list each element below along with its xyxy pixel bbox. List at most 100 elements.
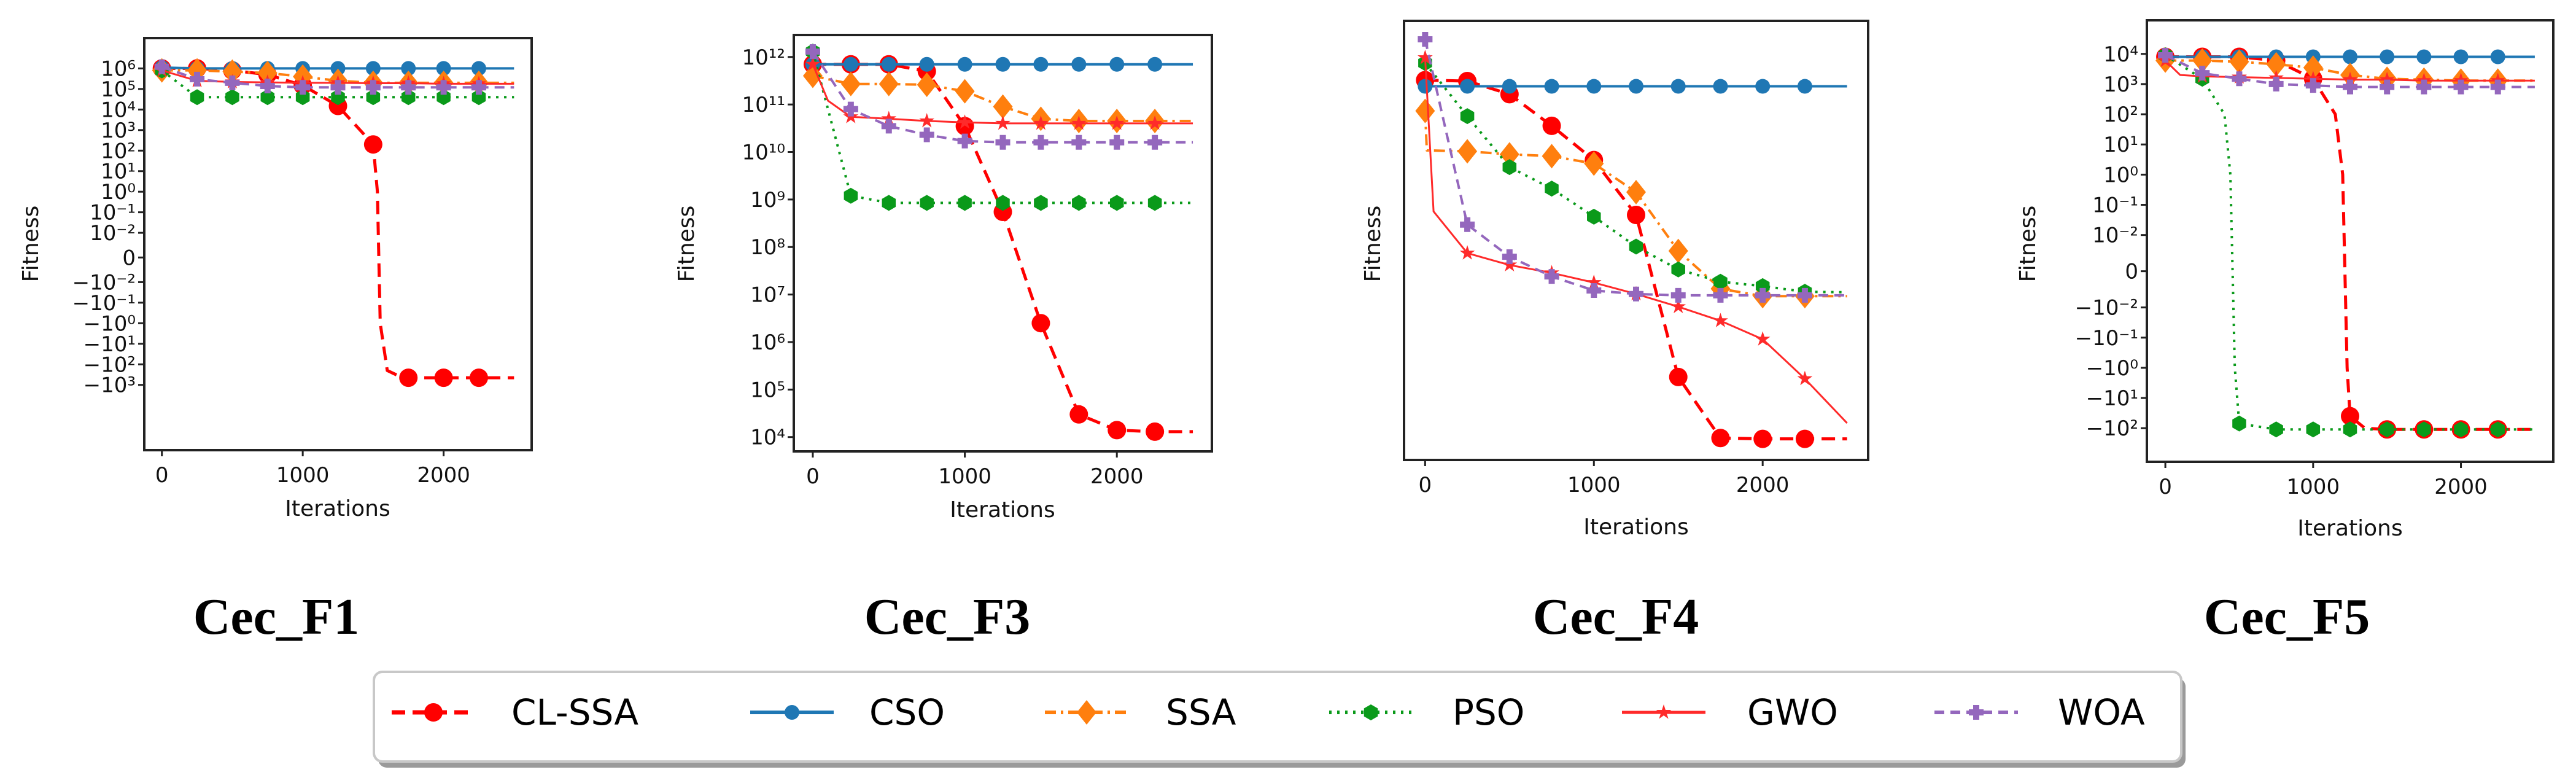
data-point-marker <box>1109 134 1125 150</box>
data-point-marker <box>1459 245 1475 260</box>
data-point-marker <box>840 71 861 96</box>
data-point-marker <box>1797 370 1813 386</box>
data-point-marker <box>469 368 488 388</box>
legend-label-ssa: SSA <box>1166 691 1236 733</box>
plot-frame <box>793 34 1213 453</box>
data-point-marker <box>295 80 311 95</box>
legend-marker-icon <box>1656 704 1672 719</box>
y-tick-label: −10¹ <box>2086 386 2138 411</box>
data-point-marker <box>187 58 208 83</box>
series-layer <box>152 58 514 388</box>
data-point-marker <box>1415 98 1435 123</box>
data-point-marker <box>1670 298 1686 313</box>
series-gwo <box>1418 50 1848 424</box>
y-tick-label: −10² <box>2086 416 2138 441</box>
data-point-marker <box>1147 56 1163 72</box>
series-pso <box>805 43 1193 211</box>
data-point-marker <box>2341 407 2359 426</box>
data-point-marker <box>2416 49 2432 64</box>
x-axis-label: Iterations <box>1583 515 1688 540</box>
data-point-marker <box>1147 134 1163 150</box>
x-tick-label: 1000 <box>276 463 330 488</box>
data-point-marker <box>225 75 240 90</box>
data-point-marker <box>1071 115 1087 130</box>
data-point-marker <box>2343 421 2357 438</box>
data-point-marker <box>1711 429 1730 448</box>
y-tick-label: −10⁻² <box>2075 296 2138 321</box>
data-point-marker <box>1460 108 1475 125</box>
data-point-marker <box>1502 249 1517 264</box>
data-point-marker <box>471 61 486 76</box>
data-point-marker <box>2454 421 2468 438</box>
x-tick-label: 1000 <box>2287 475 2340 499</box>
data-point-marker <box>330 61 346 76</box>
y-tick-label: 0 <box>2125 260 2138 284</box>
legend-label-cl-ssa: CL-SSA <box>511 691 638 733</box>
data-point-marker <box>1753 429 1772 448</box>
data-point-marker <box>2380 79 2395 95</box>
series-cso <box>1418 79 1847 94</box>
data-point-marker <box>2229 49 2249 74</box>
chart-title: Cec_F3 <box>864 588 1031 645</box>
x-tick-label: 0 <box>806 464 820 489</box>
legend: CL-SSA CSO SSA PSO GWO WOA <box>373 671 2186 768</box>
data-point-marker <box>2490 79 2505 95</box>
legend-handle-gwo <box>1622 704 1705 719</box>
data-point-marker <box>1586 79 1602 94</box>
data-point-marker <box>1629 79 1643 94</box>
y-tick-label: −10⁻¹ <box>2075 326 2138 351</box>
y-axis-label: Fitness <box>18 206 44 282</box>
data-point-marker <box>222 59 242 84</box>
x-tick-label: 2000 <box>1090 464 1144 489</box>
data-point-marker <box>802 63 823 88</box>
y-tick-label: 10¹¹ <box>742 93 785 117</box>
data-point-marker <box>399 368 418 388</box>
data-point-marker <box>471 89 486 106</box>
legend-box <box>373 671 2182 763</box>
data-point-marker <box>2266 52 2286 77</box>
data-point-marker <box>1544 269 1559 284</box>
y-tick-label: −10⁰ <box>83 311 136 336</box>
data-point-marker <box>1146 422 1165 441</box>
data-point-marker <box>1031 314 1050 333</box>
chart-cec-f4: Fitness Iterations Cec_F4 0 1000 2000 <box>1360 20 1869 645</box>
data-point-marker <box>1108 421 1127 440</box>
series-line <box>1424 62 1847 294</box>
y-tick-label: 10² <box>101 139 136 163</box>
y-tick-label: −10¹ <box>83 332 136 357</box>
data-point-marker <box>955 79 975 104</box>
data-point-marker <box>844 187 858 204</box>
x-tick-label: 2000 <box>2434 475 2488 499</box>
y-axis-label: Fitness <box>2015 206 2041 282</box>
data-point-marker <box>2379 71 2395 87</box>
series-woa <box>1418 32 1847 303</box>
data-point-marker <box>1668 238 1688 263</box>
legend-label-woa: WOA <box>2058 691 2145 733</box>
y-tick-label: −10⁻¹ <box>72 291 136 316</box>
x-tick-label: 1000 <box>938 464 991 489</box>
data-point-marker <box>1626 179 1646 205</box>
data-point-marker <box>1069 405 1088 424</box>
legend-marker-icon <box>1364 704 1378 720</box>
data-point-marker <box>2303 55 2323 80</box>
y-tick-label: 10⁴ <box>101 98 136 122</box>
data-point-marker <box>2380 421 2394 438</box>
data-point-marker <box>882 195 896 211</box>
data-point-marker <box>1033 134 1049 150</box>
x-tick-label: 0 <box>155 463 169 488</box>
series-line <box>161 66 514 380</box>
data-point-marker <box>295 89 310 106</box>
y-tick-label: 10⁻² <box>2092 224 2138 248</box>
data-point-marker <box>881 56 896 72</box>
y-tick-label: 10¹ <box>101 160 136 184</box>
x-tick-label: 2000 <box>1736 473 1790 497</box>
y-tick-label: 10⁶ <box>750 330 785 355</box>
data-point-marker <box>1418 50 1433 64</box>
x-tick-label: 2000 <box>417 463 470 488</box>
series-woa <box>154 59 514 95</box>
data-point-marker <box>436 80 451 95</box>
data-point-marker <box>957 133 972 149</box>
data-point-marker <box>2380 49 2395 64</box>
legend-marker-icon <box>785 705 799 720</box>
